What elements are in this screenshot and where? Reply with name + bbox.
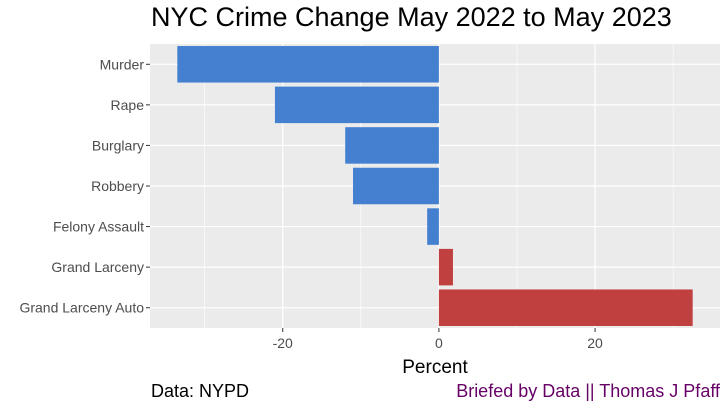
bar <box>438 248 453 286</box>
y-tick-label: Burglary <box>92 137 144 153</box>
x-tick-label: 20 <box>587 335 603 351</box>
bar <box>438 289 693 326</box>
x-tick-label: 0 <box>435 335 443 351</box>
bar <box>345 127 439 164</box>
data-source-caption: Data: NYPD <box>151 381 250 401</box>
y-tick-label: Rape <box>111 97 145 113</box>
chart-title: NYC Crime Change May 2022 to May 2023 <box>151 2 672 32</box>
y-tick-label: Felony Assault <box>53 219 144 235</box>
x-axis-label: Percent <box>402 357 468 378</box>
credit-caption: Briefed by Data || Thomas J Pfaff <box>456 381 720 401</box>
x-axis-ticks: -20 0 20 <box>273 328 603 351</box>
y-tick-label: Grand Larceny Auto <box>19 300 144 316</box>
y-tick-label: Robbery <box>91 178 144 194</box>
y-axis-ticks: Murder Rape Burglary Robbery Felony Assault G… <box>19 56 150 316</box>
y-tick-label: Murder <box>100 56 145 72</box>
y-tick-label: Grand Larceny <box>51 259 144 275</box>
bar <box>177 46 439 83</box>
bar <box>274 86 439 124</box>
bar <box>353 167 439 205</box>
x-tick-label: -20 <box>273 335 293 351</box>
bar <box>427 208 439 245</box>
bars <box>177 46 693 326</box>
